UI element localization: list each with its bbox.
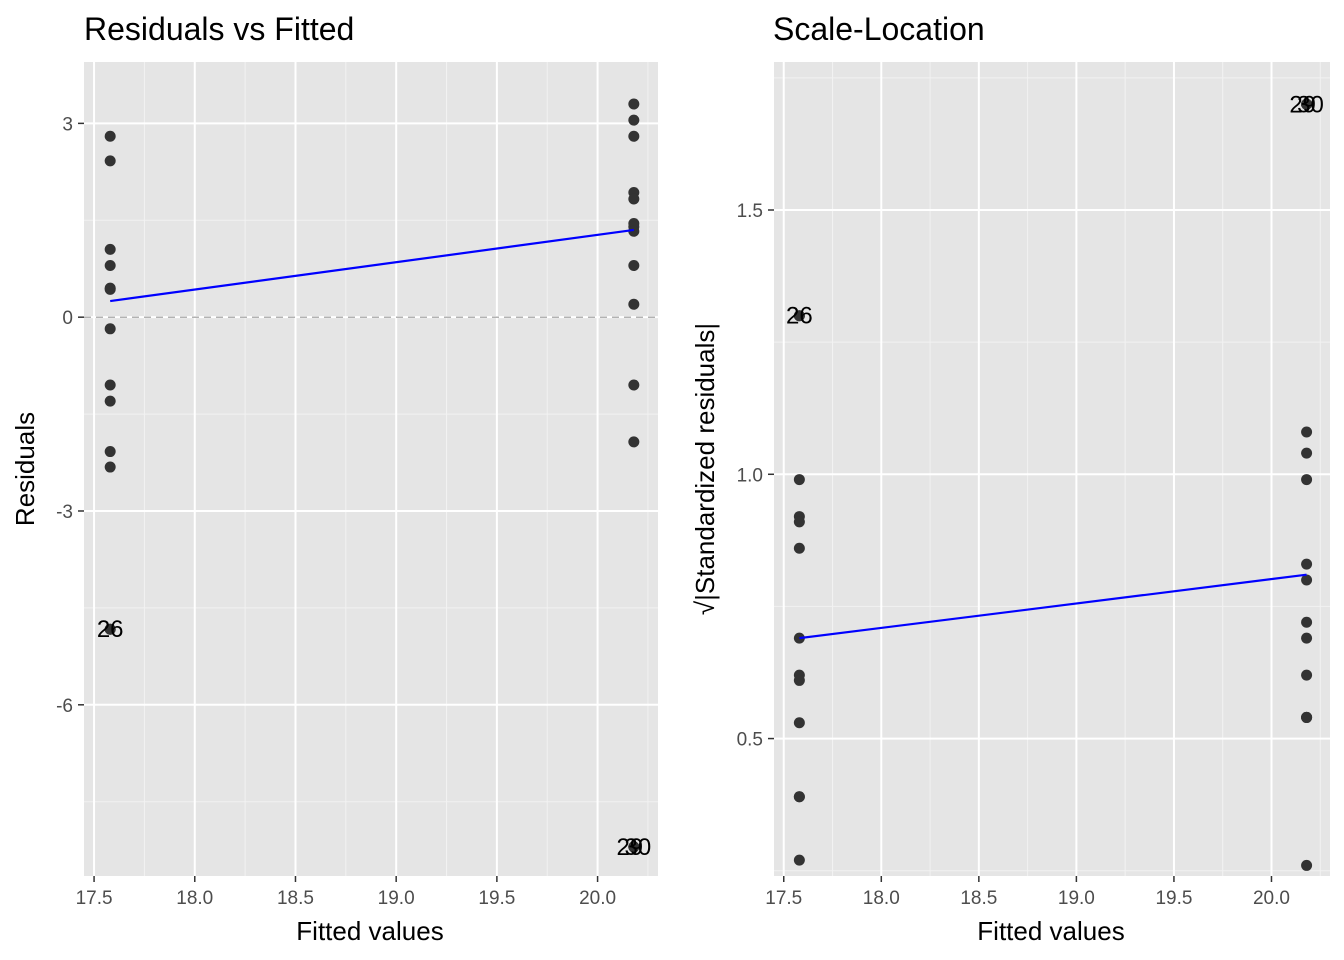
data-point xyxy=(793,717,805,729)
data-point xyxy=(1301,98,1313,110)
x-tick-label: 18.0 xyxy=(176,888,213,909)
data-point xyxy=(628,130,640,142)
smooth-line xyxy=(799,573,1307,640)
x-tick-label: 19.0 xyxy=(378,888,415,909)
panel-title-scale-location: Scale-Location xyxy=(773,11,985,47)
data-point xyxy=(628,114,640,126)
panel-title-residuals-vs-fitted: Residuals vs Fitted xyxy=(84,11,354,47)
data-point xyxy=(104,446,116,458)
y-tick-label: 3 xyxy=(62,114,73,135)
y-tick-label: -3 xyxy=(56,502,73,523)
data-point xyxy=(1301,616,1313,628)
data-point xyxy=(793,791,805,803)
data-point xyxy=(104,395,116,407)
data-point xyxy=(104,323,116,335)
smooth-line xyxy=(110,228,634,303)
x-tick-label: 18.0 xyxy=(863,888,900,909)
x-tick-label: 18.5 xyxy=(960,888,997,909)
x-tick-label: 19.5 xyxy=(478,888,515,909)
data-point xyxy=(104,623,116,635)
x-axis-title-scale-location: Fitted values xyxy=(977,916,1124,946)
data-point xyxy=(628,260,640,271)
y-axis-title-scale-location: √|Standardized residuals| xyxy=(690,323,720,615)
data-point xyxy=(793,310,805,322)
x-tick-label: 20.0 xyxy=(579,888,616,909)
y-axis-title-residuals-vs-fitted: Residuals xyxy=(10,412,40,526)
data-point xyxy=(104,243,116,255)
data-point xyxy=(628,193,640,205)
data-point xyxy=(793,854,805,866)
y-tick-label: 1.0 xyxy=(737,465,763,486)
data-point xyxy=(1301,632,1313,644)
data-point xyxy=(628,379,640,391)
point-label: 29 xyxy=(616,834,643,861)
point-label: 26 xyxy=(97,616,124,643)
data-point xyxy=(793,542,805,554)
point-label: 29 xyxy=(1289,91,1316,118)
y-tick-label: 0 xyxy=(62,308,73,329)
data-point xyxy=(1301,447,1313,459)
data-point xyxy=(104,283,116,295)
x-tick-label: 17.5 xyxy=(765,888,802,909)
y-tick-label: 1.5 xyxy=(737,201,763,222)
data-point xyxy=(1301,669,1313,681)
data-point xyxy=(1301,574,1313,586)
data-point xyxy=(1301,859,1313,871)
x-tick-label: 18.5 xyxy=(277,888,314,909)
data-point xyxy=(1301,558,1313,570)
data-point xyxy=(104,379,116,391)
y-tick-label: 0.5 xyxy=(737,730,763,751)
point-label: 26 xyxy=(786,303,813,330)
data-point xyxy=(104,155,116,167)
point-label: 30 xyxy=(1297,91,1324,118)
data-point xyxy=(1301,426,1313,438)
data-point xyxy=(628,98,640,110)
x-tick-label: 19.5 xyxy=(1155,888,1192,909)
data-point xyxy=(793,674,805,686)
data-point xyxy=(628,298,640,310)
data-point xyxy=(104,461,116,473)
point-label: 30 xyxy=(625,834,652,861)
data-point xyxy=(628,225,640,237)
x-tick-label: 19.0 xyxy=(1058,888,1095,909)
data-point xyxy=(104,130,116,142)
data-point xyxy=(793,474,805,486)
x-axis-title-residuals-vs-fitted: Fitted values xyxy=(296,916,443,946)
data-point xyxy=(628,841,640,853)
data-point xyxy=(1301,474,1313,486)
plot-background xyxy=(774,62,1330,876)
x-tick-label: 20.0 xyxy=(1253,888,1290,909)
plot-background xyxy=(84,62,658,876)
data-point xyxy=(104,260,116,271)
data-point xyxy=(793,516,805,528)
data-point xyxy=(628,436,640,448)
x-tick-label: 17.5 xyxy=(76,888,113,909)
y-tick-label: -6 xyxy=(56,696,73,717)
data-point xyxy=(1301,711,1313,723)
